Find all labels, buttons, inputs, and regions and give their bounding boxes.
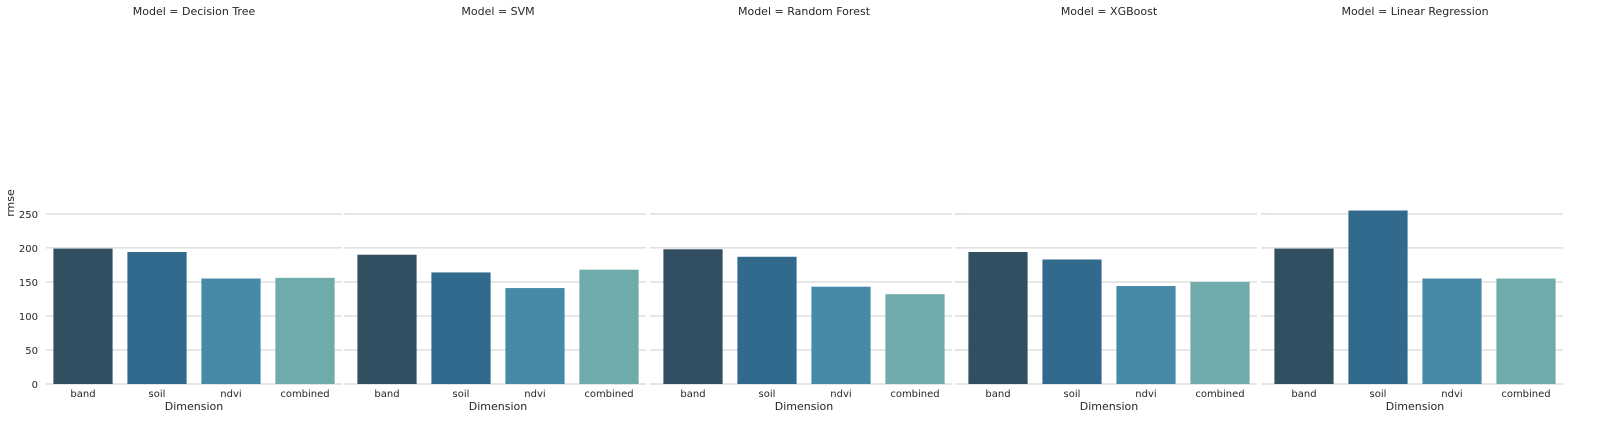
bar-linear-regression-band [1274,248,1334,384]
x-axis-label-linear-regression: Dimension [1386,400,1444,413]
bar-xgboost-band [968,252,1028,384]
bar-svm-band [357,254,417,384]
x-tick-label-linear-regression-ndvi: ndvi [1441,389,1462,400]
x-tick-label-svm-band: band [374,389,399,400]
bar-linear-regression-ndvi [1422,278,1482,384]
bar-xgboost-soil [1042,259,1102,384]
x-tick-label-svm-combined: combined [584,389,633,400]
x-tick-label-xgboost-combined: combined [1195,389,1244,400]
y-tick-label-100: 100 [19,312,38,323]
x-axis-label-svm: Dimension [469,400,527,413]
x-tick-label-linear-regression-band: band [1291,389,1316,400]
x-tick-label-linear-regression-soil: soil [1370,389,1387,400]
y-tick-label-50: 50 [25,346,38,357]
bar-decision-tree-soil [127,252,187,384]
bar-svm-combined [579,269,639,384]
y-tick-label-0: 0 [32,380,38,391]
x-tick-label-random-forest-combined: combined [890,389,939,400]
x-tick-label-decision-tree-combined: combined [280,389,329,400]
x-axis-label-random-forest: Dimension [775,400,833,413]
bar-xgboost-combined [1190,281,1250,384]
x-tick-label-svm-soil: soil [453,389,470,400]
x-tick-label-random-forest-soil: soil [759,389,776,400]
x-axis-label-xgboost: Dimension [1080,400,1138,413]
y-tick-label-250: 250 [19,210,38,221]
x-tick-label-decision-tree-band: band [70,389,95,400]
y-tick-label-150: 150 [19,278,38,289]
bar-decision-tree-ndvi [201,278,261,384]
facet-title-decision-tree: Model = Decision Tree [133,5,256,18]
x-tick-label-xgboost-band: band [985,389,1010,400]
facet-title-xgboost: Model = XGBoost [1061,5,1158,18]
x-tick-label-xgboost-soil: soil [1064,389,1081,400]
bar-random-forest-soil [737,256,797,384]
x-tick-label-svm-ndvi: ndvi [524,389,545,400]
y-axis-label: rmse [4,189,17,217]
bar-svm-ndvi [505,288,565,384]
bar-xgboost-ndvi [1116,286,1176,384]
facet-title-linear-regression: Model = Linear Regression [1341,5,1488,18]
x-tick-label-xgboost-ndvi: ndvi [1135,389,1156,400]
bar-decision-tree-band [53,248,113,384]
bar-linear-regression-soil [1348,210,1408,384]
bar-random-forest-ndvi [811,286,871,384]
x-tick-label-decision-tree-soil: soil [149,389,166,400]
bar-random-forest-band [663,249,723,384]
x-axis-label-decision-tree: Dimension [165,400,223,413]
x-tick-label-linear-regression-combined: combined [1501,389,1550,400]
facet-title-svm: Model = SVM [461,5,534,18]
y-tick-label-200: 200 [19,244,38,255]
x-tick-label-random-forest-ndvi: ndvi [830,389,851,400]
x-tick-label-random-forest-band: band [680,389,705,400]
bar-decision-tree-combined [275,277,335,384]
bar-linear-regression-combined [1496,278,1556,384]
bar-svm-soil [431,272,491,384]
x-tick-label-decision-tree-ndvi: ndvi [220,389,241,400]
bar-random-forest-combined [885,294,945,384]
facet-title-random-forest: Model = Random Forest [738,5,871,18]
